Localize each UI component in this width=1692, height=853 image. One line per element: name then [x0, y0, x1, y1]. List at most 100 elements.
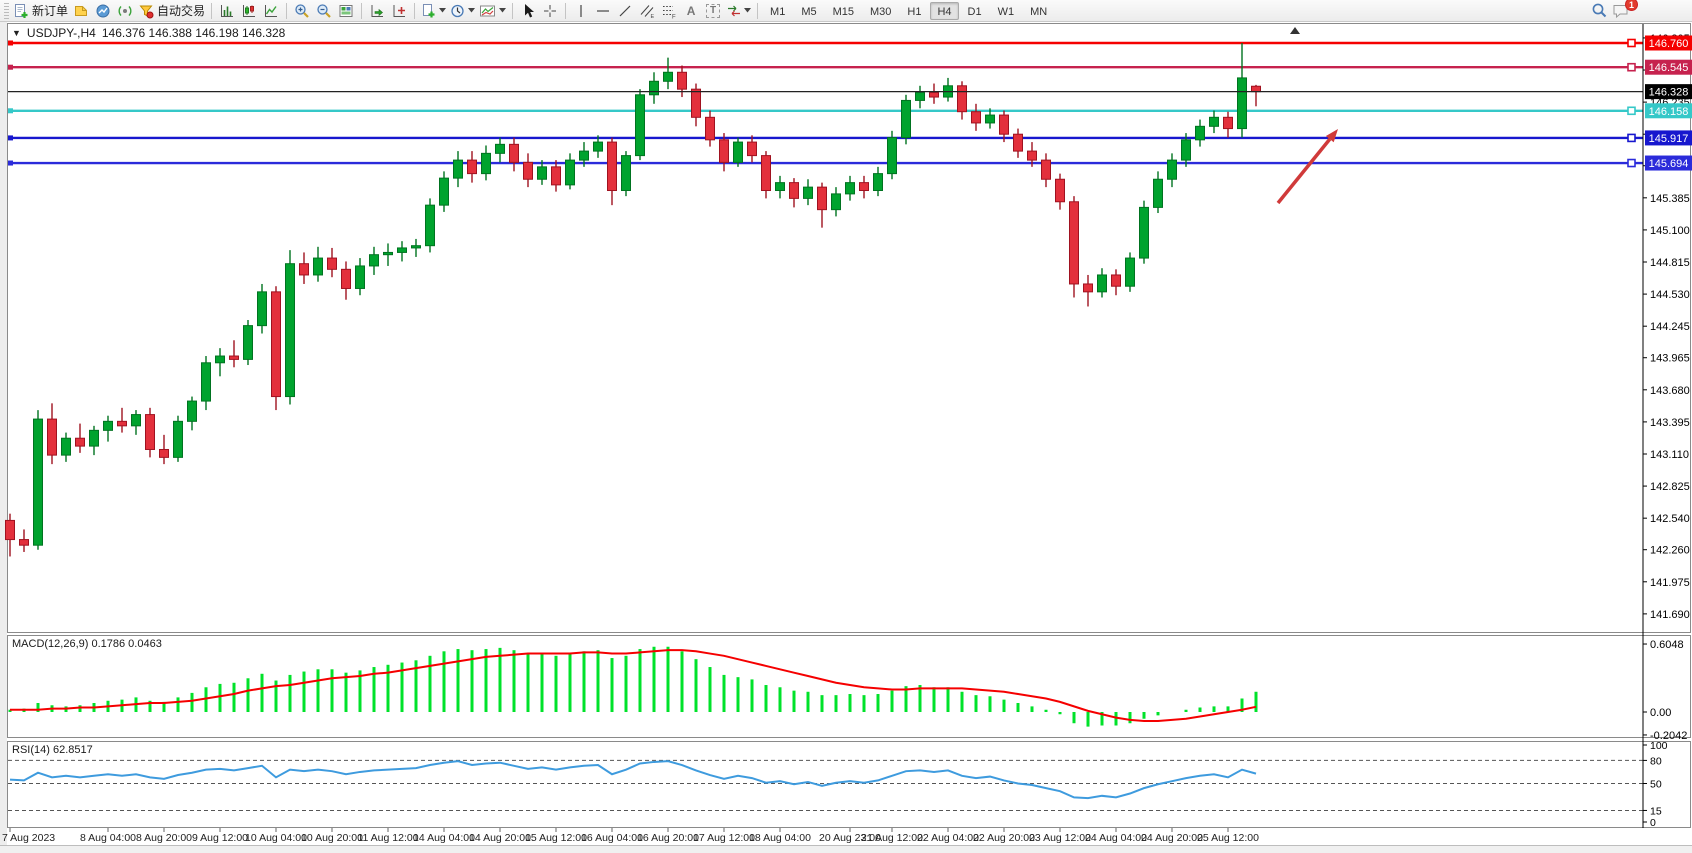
notifications-button[interactable]: 1 [1610, 0, 1638, 21]
chart-canvas[interactable]: 146.805146.520146.235145.950145.670145.3… [0, 22, 1692, 845]
svg-text:100: 100 [1650, 740, 1668, 752]
svg-text:50: 50 [1650, 779, 1662, 791]
time-axis: 7 Aug 2023 8 Aug 04:00 8 Aug 20:00 9 Aug 12… [2, 828, 1259, 844]
timeframe-button-d1[interactable]: D1 [967, 5, 982, 18]
macd-histogram [8, 646, 1258, 727]
rsi-line [9, 760, 1257, 800]
svg-text:145.100: 145.100 [1650, 225, 1690, 237]
autotrading-label: 自动交易 [157, 4, 206, 18]
svg-text:8 Aug 20:00: 8 Aug 20:00 [136, 832, 192, 844]
candlestick-chart-button[interactable] [238, 1, 260, 21]
add-indicator-icon [421, 3, 437, 19]
horizontal-level-lines [8, 38, 1643, 168]
fibonacci-tool-button[interactable]: F [658, 1, 680, 21]
zoom-in-button[interactable] [291, 1, 313, 21]
timeframe-button-h1[interactable]: H1 [907, 5, 922, 18]
chart-shift-marker [1290, 27, 1300, 34]
svg-text:142.260: 142.260 [1650, 545, 1690, 557]
chart-window[interactable]: 146.805146.520146.235145.950145.670145.3… [0, 22, 1692, 845]
svg-text:145.917: 145.917 [1649, 133, 1689, 145]
arrows-tool-button[interactable] [724, 1, 753, 21]
new-order-label: 新订单 [32, 4, 69, 18]
svg-text:15 Aug 12:00: 15 Aug 12:00 [525, 832, 587, 844]
text-label-tool-button[interactable]: T [702, 1, 724, 21]
clock-icon [450, 3, 466, 19]
market-watch-icon [95, 3, 111, 19]
svg-text:9 Aug 12:00: 9 Aug 12:00 [192, 832, 248, 844]
svg-text:E: E [651, 14, 655, 19]
toolbar-grip[interactable] [4, 2, 9, 19]
chart-profile-button[interactable] [70, 1, 92, 21]
svg-text:144.530: 144.530 [1650, 289, 1690, 301]
text-tool-button[interactable]: A [680, 1, 702, 21]
timeframe-button-w1[interactable]: W1 [997, 5, 1015, 18]
svg-text:80: 80 [1650, 755, 1662, 767]
annotation-arrow [1276, 129, 1338, 205]
signals-button[interactable] [114, 1, 136, 21]
fibonacci-icon: F [661, 3, 677, 19]
svg-text:10 Aug 04:00: 10 Aug 04:00 [245, 832, 307, 844]
text-tool-icon: A [686, 3, 696, 18]
timeframe-button-m1[interactable]: M1 [770, 5, 786, 18]
periods-dropdown-button[interactable] [448, 1, 477, 21]
auto-scroll-button[interactable] [366, 1, 388, 21]
cursor-tool-button[interactable] [517, 1, 539, 21]
vertical-line-tool-button[interactable] [570, 1, 592, 21]
line-chart-button[interactable] [260, 1, 282, 21]
channel-tool-button[interactable]: E [636, 1, 658, 21]
candlesticks [5, 43, 1261, 557]
timeframe-button-m15[interactable]: M15 [832, 5, 854, 18]
macd-signal-line [10, 649, 1257, 722]
svg-text:20 Aug 23:00: 20 Aug 23:00 [819, 832, 881, 844]
autotrading-button[interactable]: 自动交易 [136, 1, 207, 21]
timeframe-button-h4[interactable]: H4 [930, 1, 959, 20]
toolbar-separator [286, 2, 288, 19]
horizontal-line-tool-button[interactable] [592, 1, 614, 21]
svg-text:0: 0 [1650, 817, 1656, 829]
toolbar-separator [414, 2, 416, 19]
svg-text:146.545: 146.545 [1649, 62, 1689, 74]
trendline-tool-button[interactable] [614, 1, 636, 21]
chart-shift-button[interactable] [388, 1, 410, 21]
svg-text:21 Aug 12:00: 21 Aug 12:00 [861, 832, 923, 844]
svg-text:142.825: 142.825 [1650, 481, 1690, 493]
toolbar-separator [757, 2, 759, 19]
timeframe-button-m30[interactable]: M30 [870, 5, 892, 18]
tile-windows-button[interactable] [335, 1, 357, 21]
svg-text:0.00: 0.00 [1650, 707, 1671, 719]
search-button[interactable] [1588, 1, 1610, 21]
crosshair-tool-button[interactable] [539, 1, 561, 21]
toolbar: 新订单 自动交易 [0, 0, 1692, 22]
symbol-dropdown-icon[interactable]: ▼ [12, 28, 21, 38]
svg-text:24 Aug 20:00: 24 Aug 20:00 [1141, 832, 1203, 844]
zoom-out-button[interactable] [313, 1, 335, 21]
svg-text:F: F [672, 14, 676, 19]
zoom-out-icon [316, 3, 332, 19]
svg-text:144.245: 144.245 [1650, 321, 1690, 333]
market-watch-button[interactable] [92, 1, 114, 21]
timeframe-button-m5[interactable]: M5 [801, 5, 817, 18]
templates-dropdown-button[interactable] [477, 1, 508, 21]
bar-chart-button[interactable] [216, 1, 238, 21]
svg-text:7 Aug 2023: 7 Aug 2023 [2, 832, 55, 844]
dropdown-caret-icon [439, 8, 447, 13]
arrow-shapes-icon [726, 3, 742, 19]
svg-text:25 Aug 12:00: 25 Aug 12:00 [1197, 832, 1259, 844]
svg-text:16 Aug 20:00: 16 Aug 20:00 [637, 832, 699, 844]
rsi-axis: 100 80 50 150 [1643, 740, 1668, 829]
svg-text:143.395: 143.395 [1650, 417, 1690, 429]
search-icon [1591, 2, 1608, 19]
timeframe-button-mn[interactable]: MN [1030, 5, 1048, 18]
svg-text:10 Aug 20:00: 10 Aug 20:00 [301, 832, 363, 844]
indicators-dropdown-button[interactable] [419, 1, 448, 21]
signal-icon [117, 3, 133, 19]
template-icon [479, 3, 497, 19]
svg-text:14 Aug 20:00: 14 Aug 20:00 [469, 832, 531, 844]
svg-text:23 Aug 12:00: 23 Aug 12:00 [1029, 832, 1091, 844]
svg-text:146.760: 146.760 [1649, 38, 1689, 50]
line-chart-icon [263, 3, 279, 19]
notification-badge: 1 [1625, 0, 1638, 11]
toolbar-separator [211, 2, 213, 19]
new-order-button[interactable]: 新订单 [11, 1, 70, 21]
